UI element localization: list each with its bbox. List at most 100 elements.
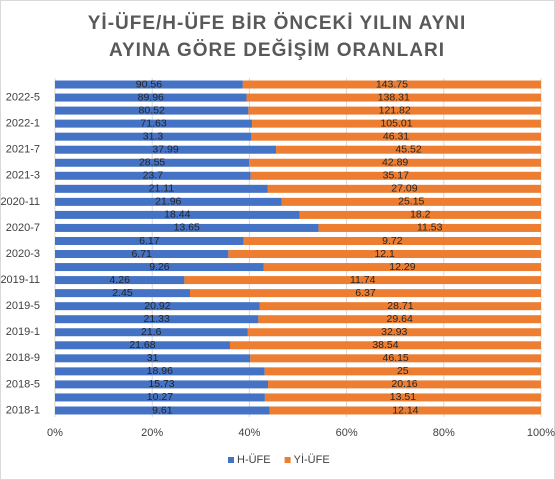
chart-title: Yİ-ÜFE/H-ÜFE BİR ÖNCEKİ YILIN AYNI [88, 13, 467, 34]
bar-segment [249, 158, 541, 167]
x-tick-label: 80% [433, 427, 455, 439]
bar-segment [55, 315, 259, 324]
y-tick-label: 2018-9 [6, 352, 40, 364]
bar-segment [55, 171, 251, 180]
bar-segment [55, 263, 264, 272]
data-label: 23.7 [143, 170, 164, 182]
bar-segment [318, 223, 541, 232]
data-label: 25.15 [398, 196, 424, 208]
bar-segment [258, 315, 541, 324]
bar-segment [252, 119, 541, 128]
y-tick-label: 2019-1 [6, 326, 40, 338]
x-tick-label: 100% [527, 427, 555, 439]
bar-segment [55, 106, 249, 115]
data-label: 13.51 [390, 391, 416, 403]
bar-segment [55, 236, 244, 245]
bar-segment [55, 328, 248, 337]
bar-segment [55, 197, 282, 206]
data-label: 45.52 [395, 143, 421, 155]
bar-segment [250, 171, 541, 180]
bar-segment [55, 119, 253, 128]
x-tick-label: 60% [336, 427, 358, 439]
bar-segment [299, 210, 541, 219]
chart-title: AYINA GÖRE DEĞİŞİM ORANLARI [109, 39, 445, 61]
data-label: 13.65 [174, 222, 200, 234]
bar-segment [55, 210, 300, 219]
y-tick-label: 2022-5 [6, 91, 40, 103]
bar-segment [55, 223, 319, 232]
data-label: 21.68 [129, 339, 155, 351]
bar-segment [55, 289, 190, 298]
data-label: 12.29 [389, 261, 415, 273]
bar-segment [55, 406, 270, 415]
bar-segment [243, 236, 542, 245]
data-label: 6.17 [139, 235, 160, 247]
y-tick-label: 2021-7 [6, 144, 40, 156]
data-label: 21.6 [141, 326, 162, 338]
data-label: 37.99 [152, 143, 178, 155]
bar-segment [264, 367, 541, 376]
bar-segment [276, 145, 541, 154]
y-tick-label: 2022-1 [6, 118, 40, 130]
bar-segment [247, 328, 541, 337]
data-label: 15.73 [148, 378, 174, 390]
bar-segment [190, 289, 541, 298]
bar-segment [281, 197, 541, 206]
data-label: 9.61 [152, 404, 173, 416]
data-label: 9.72 [382, 235, 403, 247]
bar-segment [55, 158, 250, 167]
bar-segment [55, 302, 260, 311]
bar-segment [55, 276, 185, 285]
bar-segment [55, 354, 251, 363]
data-label: 11.53 [417, 222, 443, 234]
bar-segment [55, 393, 265, 402]
bar-segment [55, 250, 229, 259]
bar-segment [242, 80, 541, 89]
bar-segment [184, 276, 541, 285]
legend-swatch [284, 457, 291, 463]
data-label: 9.26 [149, 261, 170, 273]
bar-segment [55, 341, 230, 350]
data-label: 18.2 [410, 209, 431, 221]
y-tick-label: 2019-5 [6, 300, 40, 312]
data-label: 42.89 [382, 157, 408, 169]
data-label: 31.3 [143, 130, 164, 142]
data-label: 2.45 [112, 287, 133, 299]
bar-segment [259, 302, 541, 311]
bar-segment [250, 354, 541, 363]
data-label: 21.33 [144, 313, 170, 325]
y-tick-label: 2018-1 [6, 404, 40, 416]
data-label: 18.96 [147, 365, 173, 377]
x-tick-label: 40% [238, 427, 260, 439]
data-label: 38.54 [372, 339, 398, 351]
legend-label: Yİ-ÜFE [294, 453, 330, 466]
data-label: 138.31 [378, 91, 410, 103]
data-label: 11.74 [350, 274, 376, 286]
data-label: 80.52 [139, 104, 165, 116]
data-label: 25 [397, 365, 409, 377]
data-label: 28.71 [387, 300, 413, 312]
bar-segment [246, 93, 541, 102]
data-label: 105.01 [380, 117, 412, 129]
data-label: 46.15 [383, 352, 409, 364]
data-label: 21.11 [149, 183, 175, 195]
y-tick-label: 2019-11 [0, 274, 40, 286]
data-label: 18.44 [164, 209, 190, 221]
bar-segment [55, 184, 268, 193]
data-label: 29.64 [387, 313, 413, 325]
bar-segment [228, 250, 542, 259]
bar-segment [269, 406, 541, 415]
data-label: 6.37 [355, 287, 376, 299]
bar-segment [251, 132, 541, 141]
data-label: 90.56 [136, 78, 162, 90]
legend-label: H-ÜFE [237, 454, 271, 466]
data-label: 4.26 [109, 274, 130, 286]
bar-segment [55, 80, 243, 89]
data-label: 121.82 [379, 104, 411, 116]
data-label: 6.71 [131, 248, 152, 260]
data-label: 12.1 [374, 248, 395, 260]
data-label: 31 [147, 352, 159, 364]
bar-segment [248, 106, 541, 115]
bar-segment [267, 184, 541, 193]
bar-segment [55, 93, 247, 102]
